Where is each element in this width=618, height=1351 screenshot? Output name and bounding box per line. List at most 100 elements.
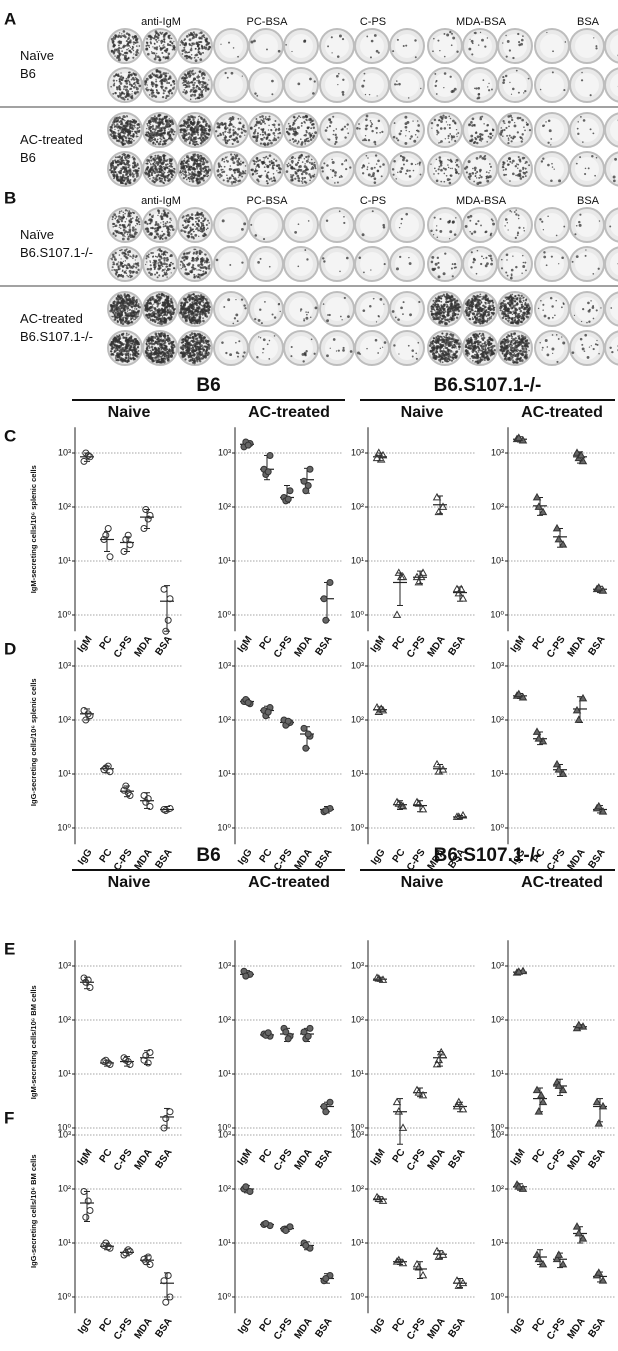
- spot: [146, 302, 148, 304]
- spot: [146, 223, 148, 225]
- spot: [114, 129, 115, 130]
- spot: [480, 116, 482, 118]
- spot: [408, 97, 409, 98]
- spot: [129, 255, 131, 257]
- spot: [514, 122, 515, 123]
- spot: [128, 308, 130, 310]
- spot: [204, 47, 206, 49]
- spot: [374, 181, 377, 184]
- spot: [155, 56, 157, 58]
- spot: [278, 167, 281, 170]
- spot: [299, 165, 302, 168]
- spot: [216, 122, 219, 125]
- spot: [172, 304, 173, 305]
- spot: [133, 161, 135, 163]
- spot: [438, 119, 440, 121]
- spot: [309, 162, 311, 164]
- spot: [112, 226, 114, 228]
- spot: [269, 116, 271, 118]
- spot: [157, 249, 158, 250]
- spot: [146, 131, 148, 133]
- spot: [507, 40, 510, 43]
- spot: [447, 124, 448, 125]
- spot: [204, 219, 206, 221]
- spot: [298, 159, 300, 161]
- spot: [483, 258, 484, 259]
- spot: [381, 131, 383, 133]
- spot: [161, 231, 163, 233]
- spot: [228, 131, 231, 134]
- spot: [272, 139, 274, 141]
- spot: [156, 76, 158, 78]
- spot: [195, 136, 197, 138]
- spot: [229, 135, 232, 138]
- spot: [508, 157, 511, 160]
- spot: [581, 79, 583, 81]
- spot: [472, 261, 474, 263]
- spot: [476, 182, 479, 185]
- spot: [509, 161, 511, 163]
- spot: [342, 128, 343, 129]
- spot: [310, 177, 312, 179]
- spot: [524, 157, 526, 159]
- spot: [257, 261, 260, 264]
- spot: [169, 41, 171, 43]
- spot: [260, 134, 262, 136]
- spot: [196, 178, 199, 181]
- spot: [163, 72, 166, 75]
- spot: [171, 38, 173, 40]
- spot: [522, 176, 524, 178]
- spot: [145, 307, 148, 310]
- spot: [118, 53, 120, 55]
- spot: [435, 81, 436, 82]
- spot: [480, 176, 482, 178]
- spot: [165, 160, 167, 162]
- spot: [563, 226, 565, 228]
- spot: [138, 220, 139, 221]
- spot: [159, 137, 161, 139]
- spot: [466, 171, 468, 173]
- spot: [437, 262, 439, 264]
- spot: [523, 227, 525, 229]
- spot: [491, 89, 493, 91]
- spot: [482, 79, 484, 81]
- spot: [451, 44, 453, 46]
- spot: [171, 317, 173, 319]
- spot: [150, 252, 152, 254]
- spot: [449, 179, 451, 181]
- spot: [477, 96, 480, 99]
- spot: [202, 270, 204, 272]
- spot: [393, 174, 395, 176]
- spot: [163, 89, 165, 91]
- spot: [171, 272, 172, 273]
- spot: [438, 166, 440, 168]
- spot: [393, 136, 396, 139]
- spot: [297, 162, 299, 164]
- spot: [509, 180, 511, 182]
- spot: [321, 166, 324, 169]
- spot: [576, 225, 578, 227]
- spot: [270, 140, 272, 142]
- row-label: B6.S107.1-/-: [20, 329, 93, 344]
- well-center: [433, 213, 457, 237]
- spot: [161, 80, 163, 82]
- spot: [197, 229, 199, 231]
- spot: [201, 125, 203, 127]
- spot: [359, 257, 362, 260]
- spot: [135, 266, 137, 268]
- spot: [120, 72, 121, 73]
- spot: [159, 320, 161, 322]
- spot: [144, 83, 146, 85]
- spot: [152, 256, 154, 258]
- spot: [136, 91, 139, 94]
- spot: [543, 229, 544, 230]
- spot: [136, 86, 138, 88]
- spot: [208, 262, 209, 263]
- spot: [182, 128, 185, 131]
- spot: [198, 165, 200, 167]
- spot: [344, 126, 346, 128]
- spot: [160, 227, 162, 229]
- spot: [227, 127, 229, 129]
- spot: [443, 173, 445, 175]
- spot: [437, 266, 440, 269]
